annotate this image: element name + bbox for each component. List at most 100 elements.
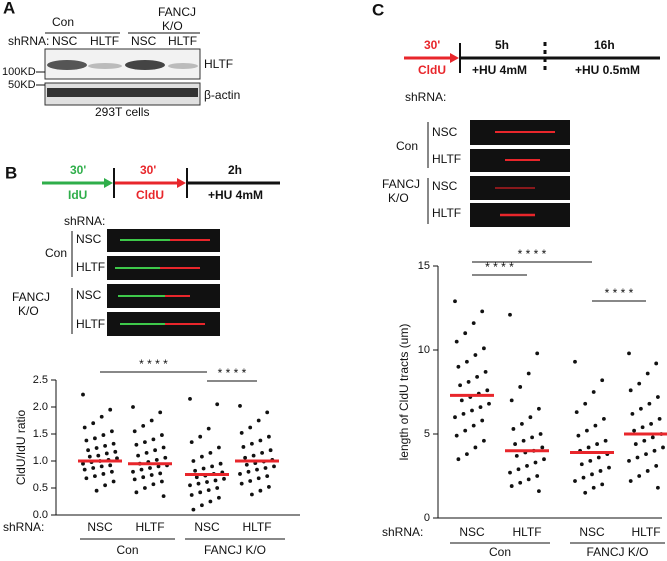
data-dot — [509, 484, 514, 488]
data-dot — [84, 438, 89, 443]
data-dot — [483, 369, 488, 374]
data-dot — [642, 438, 647, 443]
y-tick-label: 5 — [424, 428, 430, 440]
data-dot — [158, 410, 163, 415]
fiber-images — [470, 120, 570, 227]
data-dot — [583, 401, 588, 406]
data-dot — [461, 411, 466, 416]
data-dot — [635, 455, 640, 460]
data-dot — [633, 442, 638, 446]
data-dot — [458, 383, 462, 388]
data-dot — [632, 428, 636, 433]
x-tick-label: HLTF — [631, 525, 660, 539]
data-dot — [637, 381, 642, 386]
group-label: FANCJ — [12, 290, 50, 304]
marker-label: 50KD — [8, 79, 36, 91]
y-axis-label: length of CldU tracts (um) — [397, 324, 411, 461]
data-dot — [111, 441, 116, 446]
data-dot — [487, 401, 491, 406]
data-dot — [265, 410, 270, 415]
caption: 293T cells — [95, 105, 149, 119]
data-dot — [526, 371, 531, 376]
data-dot — [530, 435, 534, 440]
data-dot — [453, 415, 457, 420]
data-dot — [201, 466, 206, 471]
data-dot — [101, 472, 106, 476]
data-dot — [134, 442, 139, 447]
data-dot — [516, 467, 521, 472]
data-dot — [590, 472, 594, 477]
data-dot — [160, 479, 164, 484]
data-dot — [151, 437, 156, 442]
data-dot — [91, 466, 96, 470]
significance-label: * * * * — [218, 366, 247, 380]
data-dot — [111, 479, 116, 484]
data-dot — [600, 482, 605, 487]
data-dot — [82, 425, 87, 430]
lane-label: HLTF — [90, 34, 119, 48]
data-dot — [591, 485, 596, 490]
data-dot — [573, 359, 577, 364]
band — [47, 60, 87, 70]
chase-label: +HU 0.5mM — [575, 63, 640, 77]
data-dot — [113, 449, 118, 454]
data-dot — [533, 460, 538, 465]
data-dot — [521, 438, 526, 443]
data-dot — [267, 485, 271, 489]
x-tick-label: HLTF — [135, 520, 164, 534]
data-dot — [471, 423, 476, 428]
lane-label: HLTF — [432, 206, 461, 220]
y-tick-label: 1.5 — [33, 428, 48, 440]
data-dot — [540, 445, 545, 450]
group-label: FANCJ — [158, 5, 196, 19]
x-tick-label: NSC — [87, 520, 113, 534]
data-dot — [217, 495, 221, 500]
arrow-head — [104, 178, 113, 188]
band-label: β-actin — [204, 88, 240, 102]
lane-label: NSC — [76, 232, 102, 246]
lane-label: NSC — [76, 288, 102, 302]
pulse-label: IdU — [68, 188, 87, 202]
data-dot — [143, 440, 147, 444]
data-dot — [200, 503, 204, 508]
data-dot — [528, 415, 533, 420]
data-dot — [200, 454, 204, 459]
data-dot — [188, 483, 192, 488]
data-dot — [206, 426, 211, 431]
data-dot — [645, 371, 650, 376]
data-dot — [627, 351, 631, 356]
data-dot — [103, 443, 107, 448]
data-dot — [647, 401, 652, 406]
y-tick-label: 10 — [418, 344, 430, 356]
data-dot — [256, 418, 261, 423]
data-dot — [115, 456, 119, 461]
data-dot — [86, 448, 90, 453]
data-dot — [93, 474, 97, 479]
data-dot — [144, 451, 149, 455]
group-label: Con — [52, 15, 74, 29]
data-dot — [163, 455, 168, 460]
y-axis-label: CldU/IdU ratio — [14, 409, 28, 485]
data-dot — [588, 458, 593, 463]
data-dot — [640, 425, 645, 430]
data-dot — [160, 433, 164, 437]
lane-label: HLTF — [76, 260, 105, 274]
data-dot — [251, 453, 256, 458]
data-dot — [131, 405, 135, 409]
data-dot — [482, 438, 486, 443]
data-dot — [151, 482, 156, 487]
shrna-label: shRNA: — [8, 34, 49, 48]
arrow-head — [177, 178, 186, 188]
data-dot — [508, 470, 512, 475]
data-dot — [110, 469, 114, 474]
data-dot — [136, 453, 141, 458]
data-dot — [656, 485, 660, 490]
data-dot — [132, 477, 137, 482]
shrna-label: shRNA: — [3, 520, 44, 534]
data-dot — [241, 445, 246, 449]
data-dot — [193, 468, 198, 473]
data-dot — [158, 471, 163, 476]
data-dot — [101, 433, 106, 437]
data-dot — [473, 353, 478, 357]
data-dot — [656, 395, 660, 399]
